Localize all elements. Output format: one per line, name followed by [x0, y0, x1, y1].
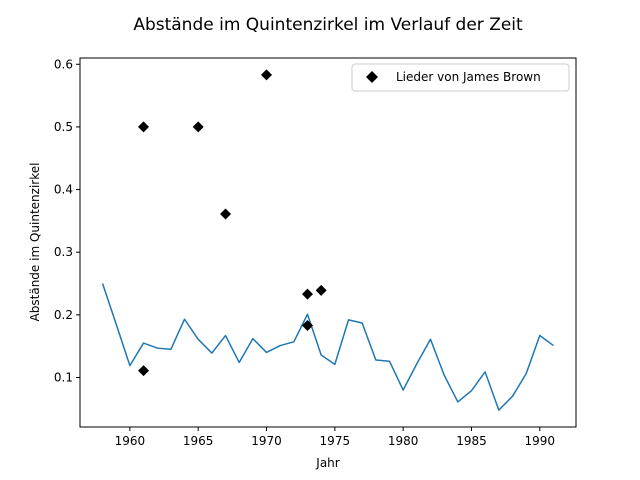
- x-tick-label: 1975: [320, 434, 351, 448]
- legend-label: Lieder von James Brown: [396, 70, 541, 84]
- y-axis: 0.1 0.2 0.3 0.4 0.5 0.6: [54, 57, 80, 385]
- series-line: [101, 283, 554, 411]
- y-tick-label: 0.4: [54, 183, 73, 197]
- data-point-7: [315, 284, 327, 296]
- plot-frame: [79, 57, 577, 428]
- x-tick-label: 1985: [456, 434, 487, 448]
- y-axis-label: Abstände im Quintenzirkel: [28, 163, 42, 322]
- plot-area: [79, 57, 577, 428]
- line-layer: [101, 283, 554, 411]
- y-tick-label: 0.5: [54, 120, 73, 134]
- legend-diamond-marker: [366, 71, 378, 83]
- data-point-3: [220, 208, 232, 220]
- data-point-6: [302, 320, 314, 332]
- data-point-4: [261, 69, 273, 81]
- x-axis: 1960 1965 1970 1975 1980 1985 1990: [115, 427, 555, 448]
- data-point-1: [138, 121, 150, 133]
- y-tick-label: 0.6: [54, 57, 73, 71]
- x-tick-label: 1965: [183, 434, 214, 448]
- chart-title: Abstände im Quintenzirkel im Verlauf der…: [133, 15, 523, 35]
- x-tick-label: 1980: [388, 434, 419, 448]
- y-tick-label: 0.2: [54, 308, 73, 322]
- plot-background: [80, 58, 576, 427]
- legend-box: [351, 63, 570, 92]
- x-axis-label: Jahr: [315, 456, 339, 470]
- marker-layer: [138, 69, 327, 377]
- data-point-0: [138, 365, 150, 377]
- data-point-2: [192, 121, 204, 133]
- y-tick-label: 0.1: [54, 371, 73, 385]
- x-tick-label: 1960: [115, 434, 146, 448]
- legend: Lieder von James Brown: [351, 63, 570, 92]
- x-tick-label: 1970: [251, 434, 282, 448]
- x-tick-label: 1990: [525, 434, 556, 448]
- y-tick-label: 0.3: [54, 245, 73, 259]
- data-point-5: [302, 288, 314, 300]
